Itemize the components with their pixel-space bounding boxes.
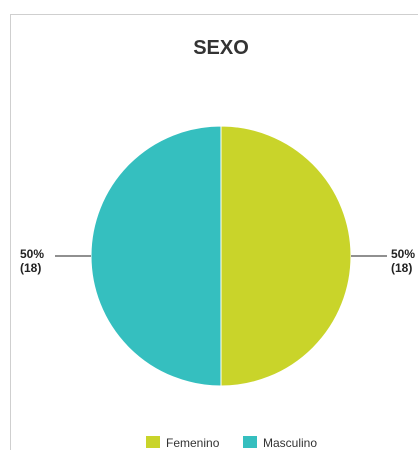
legend-swatch-masculino [243, 436, 257, 448]
pie-slice-femenino[interactable] [220, 125, 352, 387]
slice-percent-label: 50% [391, 247, 415, 261]
slice-percent-label: 50% [20, 247, 44, 261]
legend-label-masculino[interactable]: Masculino [263, 436, 317, 450]
slice-count-label: (18) [391, 261, 412, 275]
legend-label-femenino[interactable]: Femenino [166, 436, 220, 450]
chart-title: SEXO [193, 37, 249, 59]
slice-count-label: (18) [20, 261, 41, 275]
pie-slice-masculino[interactable] [90, 125, 222, 387]
legend-swatch-femenino [146, 436, 160, 448]
